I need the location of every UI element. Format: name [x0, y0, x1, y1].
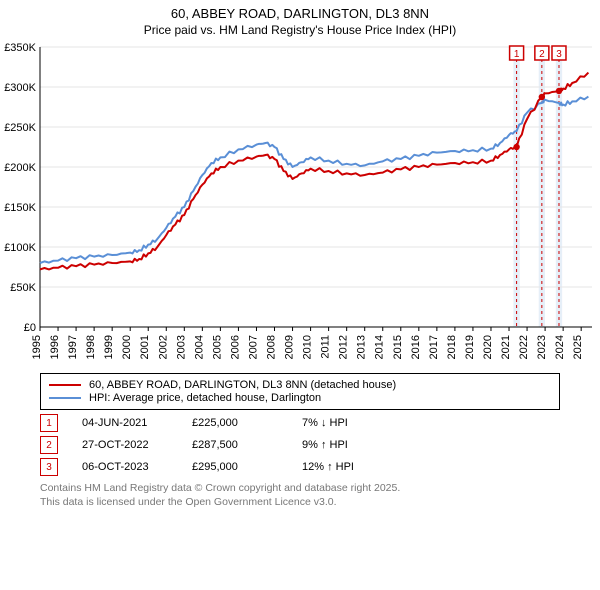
svg-text:2012: 2012: [338, 335, 350, 359]
legend-item: 60, ABBEY ROAD, DARLINGTON, DL3 8NN (det…: [49, 379, 551, 391]
svg-text:2016: 2016: [410, 335, 422, 359]
event-date: 06-OCT-2023: [82, 461, 192, 473]
legend: 60, ABBEY ROAD, DARLINGTON, DL3 8NN (det…: [40, 373, 560, 410]
svg-text:1999: 1999: [103, 335, 115, 359]
svg-text:2000: 2000: [121, 335, 133, 359]
svg-text:£50K: £50K: [10, 282, 36, 294]
event-price: £225,000: [192, 417, 302, 429]
footer-line: This data is licensed under the Open Gov…: [40, 496, 560, 510]
event-badge: 3: [40, 458, 58, 476]
svg-text:2018: 2018: [446, 335, 458, 359]
svg-text:2010: 2010: [302, 335, 314, 359]
legend-swatch: [49, 384, 81, 386]
svg-text:2001: 2001: [139, 335, 151, 359]
legend-label: HPI: Average price, detached house, Darl…: [89, 392, 321, 404]
svg-text:£250K: £250K: [4, 122, 36, 134]
svg-text:1: 1: [514, 49, 520, 60]
events-table: 1 04-JUN-2021£225,0007% ↓ HPI 2 27-OCT-2022…: [40, 414, 560, 476]
event-row: 1 04-JUN-2021£225,0007% ↓ HPI: [40, 414, 560, 432]
svg-text:2: 2: [539, 49, 545, 60]
svg-text:£350K: £350K: [4, 42, 36, 54]
legend-label: 60, ABBEY ROAD, DARLINGTON, DL3 8NN (det…: [89, 379, 396, 391]
svg-text:£100K: £100K: [4, 242, 36, 254]
event-badge: 1: [40, 414, 58, 432]
page-subtitle: Price paid vs. HM Land Registry's House …: [0, 23, 600, 37]
legend-swatch: [49, 397, 81, 399]
svg-text:2011: 2011: [320, 335, 332, 359]
attribution-footer: Contains HM Land Registry data © Crown c…: [40, 482, 560, 509]
page-title: 60, ABBEY ROAD, DARLINGTON, DL3 8NN: [0, 6, 600, 21]
event-row: 2 27-OCT-2022£287,5009% ↑ HPI: [40, 436, 560, 454]
svg-text:1995: 1995: [31, 335, 43, 359]
svg-text:£300K: £300K: [4, 82, 36, 94]
svg-text:2019: 2019: [464, 335, 476, 359]
event-delta: 7% ↓ HPI: [302, 417, 412, 429]
svg-text:1996: 1996: [49, 335, 61, 359]
event-badge: 2: [40, 436, 58, 454]
svg-text:2013: 2013: [356, 335, 368, 359]
svg-text:1998: 1998: [85, 335, 97, 359]
svg-text:2017: 2017: [428, 335, 440, 359]
svg-text:3: 3: [556, 49, 562, 60]
event-row: 3 06-OCT-2023£295,00012% ↑ HPI: [40, 458, 560, 476]
event-date: 04-JUN-2021: [82, 417, 192, 429]
svg-text:£200K: £200K: [4, 162, 36, 174]
svg-text:2007: 2007: [247, 335, 259, 359]
svg-text:2014: 2014: [374, 335, 386, 359]
svg-text:£150K: £150K: [4, 202, 36, 214]
svg-text:1997: 1997: [67, 335, 79, 359]
event-price: £287,500: [192, 439, 302, 451]
svg-text:2023: 2023: [536, 335, 548, 359]
event-date: 27-OCT-2022: [82, 439, 192, 451]
svg-text:2003: 2003: [175, 335, 187, 359]
svg-text:2008: 2008: [266, 335, 278, 359]
svg-text:2006: 2006: [229, 335, 241, 359]
svg-text:2025: 2025: [572, 335, 584, 359]
event-delta: 12% ↑ HPI: [302, 461, 412, 473]
event-price: £295,000: [192, 461, 302, 473]
svg-text:2005: 2005: [211, 335, 223, 359]
svg-text:£0: £0: [24, 322, 36, 334]
svg-text:2009: 2009: [284, 335, 296, 359]
svg-text:2004: 2004: [193, 335, 205, 359]
legend-item: HPI: Average price, detached house, Darl…: [49, 392, 551, 404]
svg-text:2024: 2024: [554, 335, 566, 359]
svg-text:2002: 2002: [157, 335, 169, 359]
svg-text:2020: 2020: [482, 335, 494, 359]
svg-text:2015: 2015: [392, 335, 404, 359]
event-delta: 9% ↑ HPI: [302, 439, 412, 451]
footer-line: Contains HM Land Registry data © Crown c…: [40, 482, 560, 496]
svg-text:2022: 2022: [518, 335, 530, 359]
svg-text:2021: 2021: [500, 335, 512, 359]
price-chart: £0 £50K £100K £150K £200K £250K £300K £350K 1995…: [0, 37, 600, 367]
